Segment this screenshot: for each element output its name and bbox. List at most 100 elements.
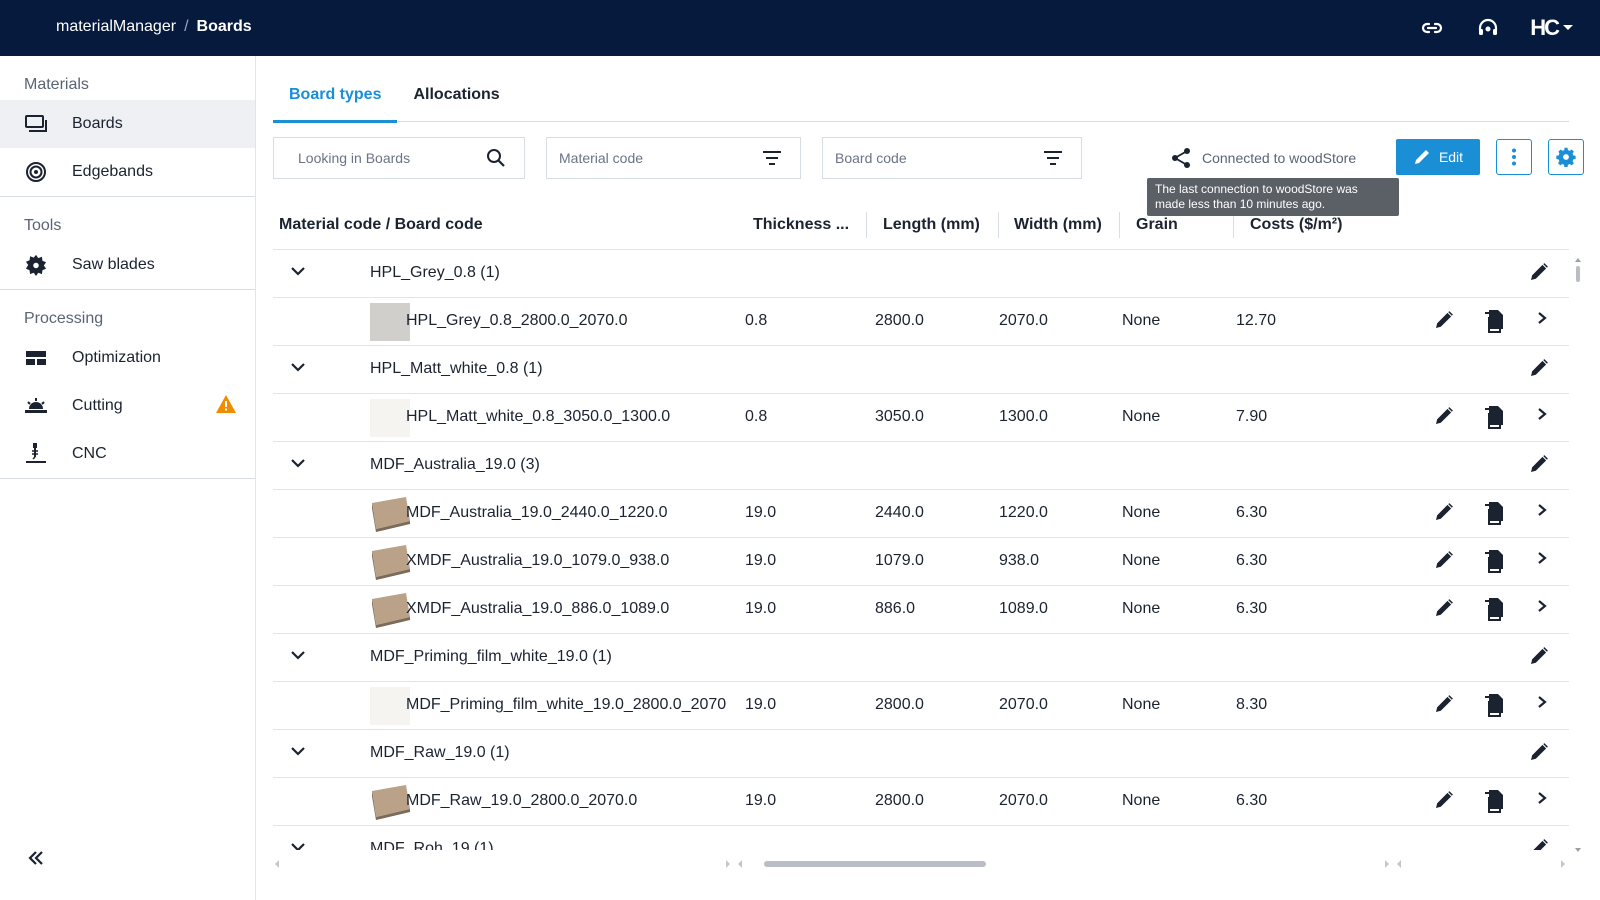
table-row[interactable]: XMDF_Australia_19.0_1079.0_938.0 19.0 10… <box>273 538 1569 586</box>
boards-icon <box>24 112 48 136</box>
chevron-down-icon[interactable] <box>290 263 306 279</box>
table-row[interactable]: MDF_Raw_19.0_2800.0_2070.0 19.0 2800.0 2… <box>273 778 1569 826</box>
copy-icon[interactable] <box>1483 693 1505 717</box>
chevron-down-icon[interactable] <box>290 839 306 850</box>
edit-icon[interactable] <box>1434 406 1454 426</box>
edit-icon[interactable] <box>1434 310 1454 330</box>
edit-icon[interactable] <box>1434 550 1454 570</box>
table-row[interactable]: MDF_Australia_19.0_2440.0_1220.0 19.0 24… <box>273 490 1569 538</box>
board-thumbnail <box>370 783 410 821</box>
table-row[interactable]: HPL_Matt_white_0.8_3050.0_1300.0 0.8 305… <box>273 394 1569 442</box>
support-headset-icon[interactable] <box>1474 14 1502 42</box>
table-group-row[interactable]: MDF_Australia_19.0 (3) <box>273 442 1569 490</box>
share-icon <box>1172 148 1190 168</box>
table-row[interactable]: XMDF_Australia_19.0_886.0_1089.0 19.0 88… <box>273 586 1569 634</box>
column-divider[interactable] <box>1119 212 1120 238</box>
search-input[interactable]: Looking in Boards <box>273 137 525 179</box>
breadcrumb: materialManager / Boards <box>56 18 252 36</box>
column-header-costs[interactable]: Costs ($/m²) <box>1250 216 1343 233</box>
group-name: HPL_Grey_0.8 (1) <box>370 264 500 281</box>
sidebar-item-saw-blades[interactable]: Saw blades <box>0 241 255 289</box>
grain-value: None <box>1122 312 1161 329</box>
copy-icon[interactable] <box>1483 549 1505 573</box>
chevron-down-icon[interactable] <box>290 359 306 375</box>
warning-icon <box>215 394 237 414</box>
table-group-row[interactable]: HPL_Matt_white_0.8 (1) <box>273 346 1569 394</box>
chevron-right-icon[interactable] <box>1535 599 1549 613</box>
column-header-code[interactable]: Material code / Board code <box>279 216 483 233</box>
kebab-menu-icon <box>1512 148 1516 166</box>
copy-icon[interactable] <box>1483 405 1505 429</box>
material-code-placeholder: Material code <box>559 150 644 166</box>
settings-button[interactable] <box>1548 139 1584 175</box>
chevron-right-icon[interactable] <box>1535 791 1549 805</box>
table-group-row[interactable]: HPL_Grey_0.8 (1) <box>273 250 1569 298</box>
edit-icon[interactable] <box>1529 838 1549 850</box>
chevron-right-icon[interactable] <box>1535 695 1549 709</box>
column-divider[interactable] <box>866 212 867 238</box>
board-code: XMDF_Australia_19.0_886.0_1089.0 <box>406 600 670 617</box>
sidebar-item-cutting[interactable]: Cutting <box>0 382 255 430</box>
copy-icon[interactable] <box>1483 597 1505 621</box>
column-divider[interactable] <box>1233 212 1234 238</box>
table-group-row[interactable]: MDF_Raw_19.0 (1) <box>273 730 1569 778</box>
table-group-row[interactable]: MDF_Priming_film_white_19.0 (1) <box>273 634 1569 682</box>
board-code: MDF_Australia_19.0_2440.0_1220.0 <box>406 504 668 521</box>
double-chevron-left-icon[interactable] <box>26 848 48 870</box>
link-icon[interactable] <box>1418 14 1446 42</box>
chevron-down-icon[interactable] <box>290 455 306 471</box>
edit-icon[interactable] <box>1529 646 1549 666</box>
edit-button[interactable]: Edit <box>1396 139 1480 175</box>
cnc-icon <box>24 442 48 466</box>
table-row[interactable]: MDF_Priming_film_white_19.0_2800.0_2070 … <box>273 682 1569 730</box>
column-header-thickness[interactable]: Thickness ... <box>753 216 850 233</box>
edit-icon[interactable] <box>1529 262 1549 282</box>
copy-icon[interactable] <box>1483 789 1505 813</box>
column-header-length[interactable]: Length (mm) <box>883 216 980 233</box>
edit-icon[interactable] <box>1529 454 1549 474</box>
chevron-right-icon[interactable] <box>1535 503 1549 517</box>
edit-icon[interactable] <box>1529 742 1549 762</box>
board-code-filter[interactable]: Board code <box>822 137 1082 179</box>
chevron-down-icon[interactable] <box>290 647 306 663</box>
column-divider[interactable] <box>998 212 999 238</box>
filter-icon[interactable] <box>1043 148 1063 168</box>
chevron-right-icon[interactable] <box>1535 407 1549 421</box>
sidebar-item-label: CNC <box>72 445 107 462</box>
edit-icon[interactable] <box>1434 598 1454 618</box>
column-header-width[interactable]: Width (mm) <box>1014 216 1102 233</box>
main-content: Board types Allocations Looking in Board… <box>273 56 1584 900</box>
table-group-row[interactable]: MDF_Roh_19 (1) <box>273 826 1569 850</box>
edit-icon[interactable] <box>1529 358 1549 378</box>
breadcrumb-app[interactable]: materialManager <box>56 18 177 35</box>
copy-icon[interactable] <box>1483 501 1505 525</box>
tab-board-types[interactable]: Board types <box>273 78 398 123</box>
table-row[interactable]: HPL_Grey_0.8_2800.0_2070.0 0.8 2800.0 20… <box>273 298 1569 346</box>
column-header-grain[interactable]: Grain <box>1136 216 1178 233</box>
tab-allocations[interactable]: Allocations <box>413 86 500 103</box>
filter-icon[interactable] <box>762 148 782 168</box>
horizontal-scrollbar[interactable] <box>273 856 1569 870</box>
vertical-scrollbar[interactable] <box>1573 254 1583 858</box>
chevron-right-icon[interactable] <box>1535 311 1549 325</box>
user-menu[interactable]: HC <box>1530 15 1574 41</box>
horizontal-scrollbar-thumb[interactable] <box>764 861 986 867</box>
copy-icon[interactable] <box>1483 309 1505 333</box>
sidebar-item-optimization[interactable]: Optimization <box>0 334 255 382</box>
edit-icon[interactable] <box>1434 502 1454 522</box>
sidebar-item-cnc[interactable]: CNC <box>0 430 255 478</box>
board-thumbnail <box>370 591 410 629</box>
edit-icon[interactable] <box>1434 694 1454 714</box>
chevron-right-icon[interactable] <box>1535 551 1549 565</box>
chevron-down-icon <box>1563 25 1573 30</box>
sidebar-item-boards[interactable]: Boards <box>0 100 255 148</box>
chevron-down-icon[interactable] <box>290 743 306 759</box>
search-icon[interactable] <box>486 148 506 168</box>
edit-icon[interactable] <box>1434 790 1454 810</box>
sidebar-item-edgebands[interactable]: Edgebands <box>0 148 255 196</box>
more-options-button[interactable] <box>1496 139 1532 175</box>
length-value: 2800.0 <box>875 696 924 713</box>
material-code-filter[interactable]: Material code <box>546 137 801 179</box>
table-body: HPL_Grey_0.8 (1) HPL_Grey_0.8_2800.0_207… <box>273 250 1569 850</box>
connection-status[interactable]: Connected to woodStore <box>1170 147 1356 169</box>
